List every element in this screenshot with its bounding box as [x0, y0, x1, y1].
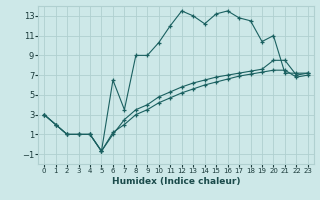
X-axis label: Humidex (Indice chaleur): Humidex (Indice chaleur) — [112, 177, 240, 186]
